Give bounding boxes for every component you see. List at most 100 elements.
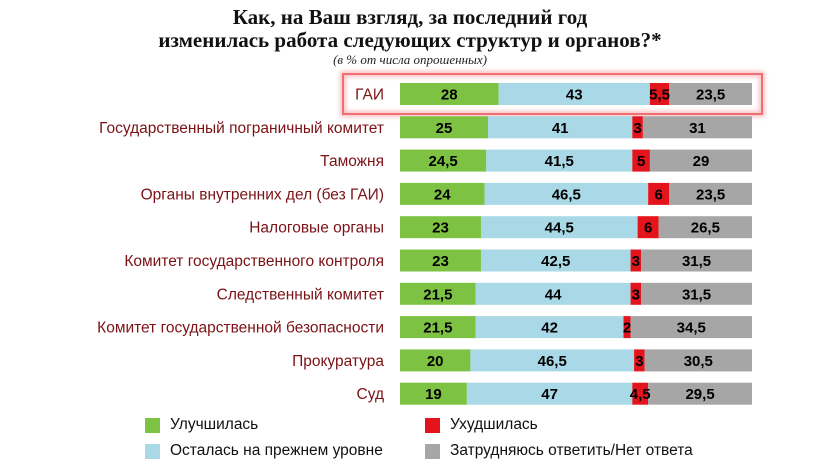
data-label: 42,5 [541, 253, 570, 270]
data-label: 3 [632, 253, 640, 270]
legend-item-ухудшилась: Ухудшилась [425, 416, 538, 434]
bar-segment-улучшилась [400, 83, 499, 105]
bar-segment-осталась-на-прежнем-уровне [475, 316, 624, 339]
bar-segment-затрудняюсь-ответить-нет-ответа [630, 316, 752, 339]
category-label: Прокуратура [292, 353, 384, 370]
bar-segment-ухудшилась [632, 382, 649, 405]
bar-segment-ухудшилась [634, 349, 645, 372]
data-label: 21,5 [423, 320, 452, 337]
data-label: 3 [632, 286, 640, 303]
category-label: ГАИ [355, 87, 384, 104]
bar-segment-ухудшилась [649, 83, 670, 105]
category-label: Таможня [320, 153, 384, 170]
data-label: 20 [427, 353, 444, 370]
data-label: 30,5 [684, 353, 713, 370]
bar-segment-ухудшилась [630, 249, 642, 272]
data-label: 42 [541, 320, 558, 337]
data-label: 23 [432, 220, 449, 237]
data-label: 19 [425, 386, 442, 403]
bar-segment-осталась-на-прежнем-уровне [466, 382, 633, 405]
bar-segment-осталась-на-прежнем-уровне [480, 216, 638, 239]
data-label: 44 [545, 286, 562, 303]
legend-swatch [425, 443, 440, 459]
data-label: 31,5 [682, 253, 711, 270]
legend-label: Ухудшилась [450, 416, 538, 433]
data-label: 28 [441, 87, 458, 104]
data-label: 21,5 [423, 286, 452, 303]
bar-segment-осталась-на-прежнем-уровне [498, 83, 650, 105]
bar-segment-затрудняюсь-ответить-нет-ответа [642, 116, 752, 139]
bar-segment-затрудняюсь-ответить-нет-ответа [644, 349, 752, 372]
data-label: 4,5 [630, 386, 651, 403]
chart-title-line-2: изменилась работа следующих структур и о… [158, 28, 662, 52]
category-label: Суд [357, 386, 384, 403]
bar-segment-затрудняюсь-ответить-нет-ответа [658, 216, 752, 239]
highlight-frame [342, 73, 763, 115]
category-label: Органы внутренних дел (без ГАИ) [141, 186, 384, 203]
bar-segment-осталась-на-прежнем-уровне [480, 249, 631, 272]
data-label: 31,5 [682, 286, 711, 303]
bar-segment-улучшилась [400, 149, 487, 172]
data-label: 31 [689, 120, 706, 137]
bar-segment-осталась-на-прежнем-уровне [486, 149, 633, 172]
legend-swatch [425, 417, 440, 433]
data-label: 44,5 [545, 220, 574, 237]
legend-label: Осталась на прежнем уровне [170, 442, 383, 459]
legend-swatch [145, 417, 160, 433]
bar-segment-затрудняюсь-ответить-нет-ответа [669, 182, 752, 205]
bar-segment-ухудшилась [637, 216, 659, 239]
bar-segment-затрудняюсь-ответить-нет-ответа [641, 282, 752, 305]
category-label: Налоговые органы [249, 220, 384, 237]
bar-segment-улучшилась [400, 116, 488, 139]
bar-segment-улучшилась [400, 282, 476, 305]
data-label: 5,5 [649, 87, 670, 104]
data-label: 29 [693, 153, 710, 170]
data-label: 6 [655, 186, 663, 203]
legend-label: Улучшилась [170, 416, 259, 433]
legend-item-осталась-на-прежнем-уровне: Осталась на прежнем уровне [145, 442, 383, 460]
data-label: 34,5 [677, 320, 706, 337]
data-label: 23 [432, 253, 449, 270]
data-label: 23,5 [696, 186, 725, 203]
data-label: 6 [644, 220, 652, 237]
data-label: 3 [635, 353, 643, 370]
legend-label: Затрудняюсь ответить/Нет ответа [450, 442, 693, 459]
chart-title-line-1: Как, на Ваш взгляд, за последний год [232, 5, 588, 29]
bar-segment-осталась-на-прежнем-уровне [475, 282, 631, 305]
bar-segment-улучшилась [400, 216, 481, 239]
legend-item-затрудняюсь-ответить-нет-ответа: Затрудняюсь ответить/Нет ответа [425, 442, 693, 460]
bar-segment-осталась-на-прежнем-уровне [470, 349, 635, 372]
legend-swatch [145, 443, 160, 459]
data-label: 46,5 [538, 353, 567, 370]
legend-item-улучшилась: Улучшилась [145, 416, 258, 434]
data-label: 26,5 [691, 220, 720, 237]
data-label: 43 [566, 87, 583, 104]
data-label: 46,5 [552, 186, 581, 203]
data-label: 3 [633, 120, 641, 137]
chart-subtitle: (в % от числа опрошенных) [333, 52, 487, 67]
data-label: 47 [541, 386, 558, 403]
bar-segment-ухудшилась [632, 116, 643, 139]
bar-segment-ухудшилась [630, 282, 642, 305]
category-label: Следственный комитет [217, 286, 384, 303]
data-label: 24 [434, 186, 451, 203]
bar-segment-затрудняюсь-ответить-нет-ответа [641, 249, 752, 272]
bar-segment-улучшилась [400, 382, 467, 405]
category-label: Государственный пограничный комитет [99, 120, 384, 137]
data-label: 5 [637, 153, 645, 170]
bar-segment-улучшилась [400, 249, 481, 272]
data-label: 24,5 [429, 153, 458, 170]
category-label: Комитет государственной безопасности [97, 320, 384, 337]
bar-segment-осталась-на-прежнем-уровне [484, 182, 649, 205]
bar-segment-затрудняюсь-ответить-нет-ответа [669, 83, 752, 105]
category-label: Комитет государственного контроля [124, 253, 384, 270]
data-label: 25 [436, 120, 453, 137]
bar-segment-затрудняюсь-ответить-нет-ответа [648, 382, 752, 405]
data-label: 41,5 [545, 153, 574, 170]
data-label: 2 [623, 320, 631, 337]
data-label: 23,5 [696, 87, 725, 104]
data-label: 41 [552, 120, 569, 137]
bar-segment-улучшилась [400, 316, 476, 339]
bar-segment-улучшилась [400, 182, 485, 205]
